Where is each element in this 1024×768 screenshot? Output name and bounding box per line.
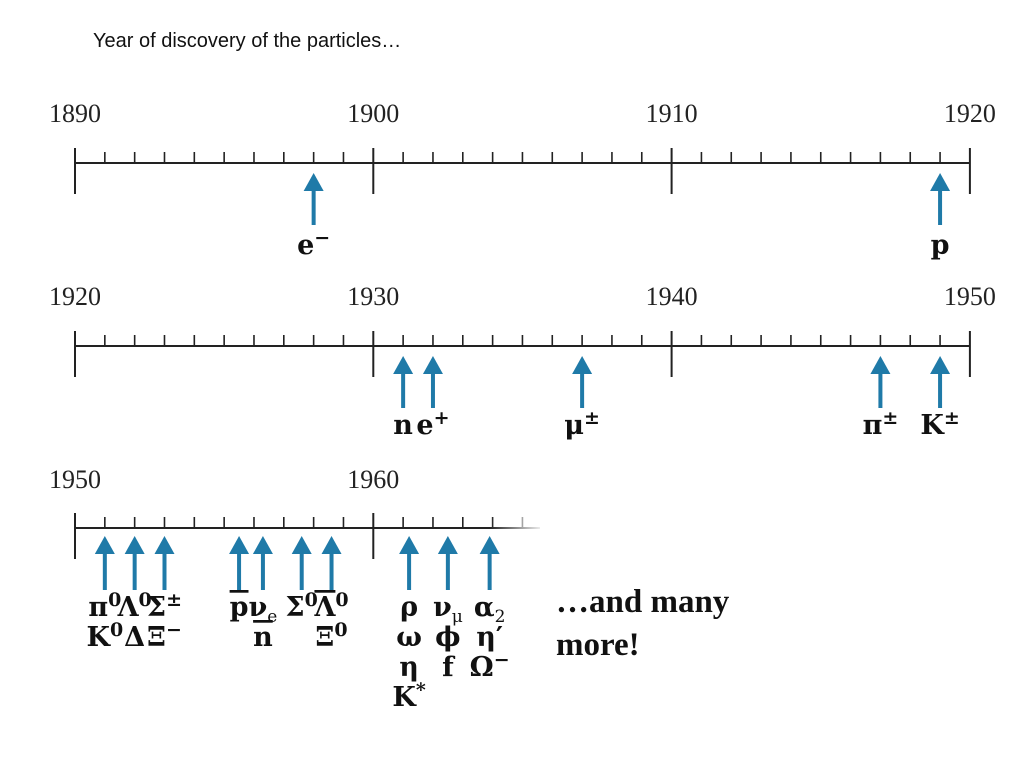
discovery-marker: π±​	[863, 356, 899, 441]
discovery-marker: e+​	[416, 356, 450, 441]
particle-symbol: Ξ0​	[315, 619, 347, 653]
timeline-row-1: 1890 1900 1910 1920 e−​ p	[49, 99, 996, 261]
arrow-head	[154, 536, 175, 554]
year-label: 1920	[944, 99, 996, 128]
particle-symbol: νμ​	[433, 592, 463, 627]
discovery-marker: n	[393, 356, 413, 441]
year-label: 1900	[347, 99, 399, 128]
particle-symbol: K*​	[392, 679, 425, 713]
year-label: 1920	[49, 282, 101, 311]
discovery-marker: Λ0​Δ	[117, 536, 152, 653]
discovery-marker: p	[930, 173, 951, 261]
particle-symbol: ω	[396, 622, 422, 653]
particle-symbol: Ω−​	[470, 649, 510, 683]
timeline-row-2: 1920 1930 1940 1950 ne+​ μ±​ π±​ K±​	[49, 282, 996, 441]
particle-symbol: Σ±​	[147, 589, 182, 623]
year-label: 1930	[347, 282, 399, 311]
particle-symbol: α2​	[474, 592, 506, 627]
and-many-more-line1: …and many	[556, 584, 730, 620]
year-label: 1950	[944, 282, 996, 311]
arrow-head	[437, 536, 458, 554]
discovery-marker: Σ0​	[286, 536, 318, 623]
particle-symbol: p	[931, 230, 950, 261]
discovery-marker: Σ±​Ξ−​	[147, 536, 182, 653]
particle-symbol: π0​	[88, 589, 121, 623]
slide-title: Year of discovery of the particles…	[93, 30, 402, 52]
discovery-marker: νμ​ϕf	[433, 536, 463, 683]
discovery-marker: νe​n	[249, 536, 278, 653]
particle-symbol: μ±​	[564, 407, 600, 441]
year-label: 1940	[646, 282, 698, 311]
particle-symbol: f	[442, 652, 456, 683]
discovery-marker: μ±​	[564, 356, 600, 441]
discovery-marker: α2​η′Ω−​	[470, 536, 510, 683]
arrow-head	[94, 536, 115, 554]
particle-symbol: η	[399, 652, 419, 683]
arrow-head	[422, 356, 443, 374]
particle-symbol: Λ0​	[117, 589, 152, 623]
particle-symbol: Δ	[124, 622, 145, 653]
arrow-head	[572, 356, 593, 374]
particle-symbol: ϕ	[435, 622, 460, 653]
particle-symbol: e+​	[416, 407, 449, 441]
particle-symbol: Σ0​	[286, 589, 318, 623]
arrow-head	[291, 536, 312, 554]
arrow-head	[124, 536, 145, 554]
year-label: 1910	[646, 99, 698, 128]
particle-symbol: Λ0​	[313, 589, 348, 623]
arrow-head	[479, 536, 500, 554]
arrow-head	[870, 356, 891, 374]
particle-symbol: p	[230, 592, 249, 623]
particle-symbol: νe​	[249, 592, 278, 627]
particle-symbol: η′	[476, 622, 503, 653]
particle-symbol: e−​	[297, 227, 330, 261]
arrow-head	[303, 173, 324, 191]
particle-symbol: K0​	[86, 619, 123, 653]
axis-fade	[490, 508, 545, 548]
particle-symbol: n	[253, 622, 273, 653]
particle-symbol: n	[393, 410, 413, 441]
arrow-head	[252, 536, 273, 554]
year-label: 1890	[49, 99, 101, 128]
arrow-head	[930, 173, 951, 191]
arrow-head	[393, 356, 414, 374]
particle-symbol: π±​	[863, 407, 899, 441]
arrow-head	[229, 536, 250, 554]
discovery-marker: K±​	[920, 356, 960, 441]
discovery-marker: e−​	[297, 173, 330, 261]
and-many-more-line2: more!	[556, 627, 640, 663]
discovery-marker: Λ0​Ξ0​	[313, 536, 349, 653]
year-label: 1960	[347, 465, 399, 494]
particle-symbol: K±​	[920, 407, 959, 441]
particle-symbol: ρ	[400, 592, 418, 623]
timeline-row-3: 19501960π0​K0​Λ0​ΔΣ±​Ξ−​pνe​nΣ0​Λ0​Ξ0​ρω…	[49, 465, 545, 713]
year-label: 1950	[49, 465, 101, 494]
discovery-marker: π0​K0​	[86, 536, 123, 653]
particle-symbol: Ξ−​	[147, 619, 182, 653]
arrow-head	[930, 356, 951, 374]
arrow-head	[399, 536, 420, 554]
discovery-marker: p	[229, 536, 250, 623]
arrow-head	[321, 536, 342, 554]
